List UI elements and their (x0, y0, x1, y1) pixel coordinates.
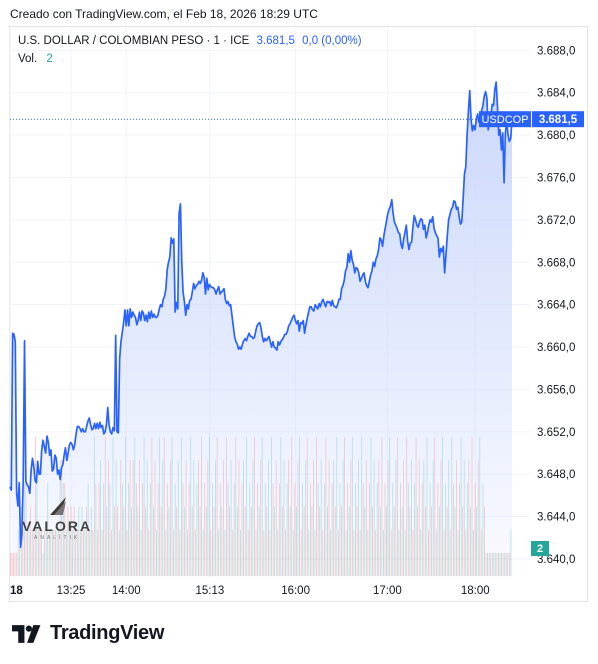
y-tick-label: 3.680,0 (537, 130, 575, 142)
x-tick-label: 16:00 (281, 585, 310, 597)
price-badge (532, 111, 584, 128)
ticker-badge (479, 111, 531, 128)
volume-label[interactable]: Vol. (18, 53, 38, 65)
valora-logo: VALORA ANALITIK (22, 497, 92, 541)
volume-value: 2 (46, 53, 53, 65)
watermark-text: VALORA (22, 518, 92, 534)
change-label: 0,0 (0,00%) (302, 35, 362, 47)
x-axis: 18 13:25 14:00 15:13 16:00 17:00 18:00 (10, 585, 490, 597)
chart-legend: U.S. DOLLAR / COLOMBIAN PESO · 1 · ICE 3… (18, 35, 362, 47)
x-tick-label: 18 (10, 585, 23, 597)
y-tick-label: 3.688,0 (537, 45, 575, 57)
y-tick-label: 3.652,0 (537, 427, 575, 439)
y-tick-label: 3.640,0 (537, 554, 575, 566)
y-tick-label: 3.644,0 (537, 512, 575, 524)
price-line (9, 81, 513, 549)
created-by-text: Creado con TradingView.com, el Feb 18, 2… (10, 7, 318, 21)
tradingview-brand-text: TradingView (50, 622, 165, 644)
x-tick-label: 13:25 (57, 585, 86, 597)
volume-badge-text: 2 (537, 543, 543, 555)
y-tick-label: 3.648,0 (537, 469, 575, 481)
volume-badge (531, 541, 549, 556)
ticker-badge-text: USDCOP (481, 114, 528, 126)
y-tick-label: 3.684,0 (537, 88, 575, 100)
watermark-sub: ANALITIK (34, 535, 80, 541)
x-tick-label: 15:13 (196, 585, 225, 597)
x-tick-label: 14:00 (112, 585, 141, 597)
x-tick-label: 18:00 (461, 585, 490, 597)
y-tick-label: 3.672,0 (537, 215, 575, 227)
tradingview-footer-logo[interactable]: TradingView (12, 622, 164, 645)
y-tick-label: 3.676,0 (537, 172, 575, 184)
y-tick-label: 3.664,0 (537, 300, 575, 312)
volume-legend: Vol. 2 (18, 53, 53, 65)
valora-watermark: VALORA ANALITIK (20, 495, 100, 546)
symbol-label[interactable]: U.S. DOLLAR / COLOMBIAN PESO · 1 · ICE (18, 35, 250, 47)
last-price-label: 3.681,5 (256, 35, 295, 47)
y-tick-label: 3.660,0 (537, 342, 575, 354)
tradingview-logo-icon (12, 624, 41, 643)
y-tick-label: 3.656,0 (537, 384, 575, 396)
y-axis: 3.688,0 3.684,0 3.680,0 3.676,0 3.672,0 3.668… (537, 45, 575, 566)
price-badge-text: 3.681,5 (539, 114, 578, 126)
y-tick-label: 3.668,0 (537, 257, 575, 269)
price-badges: USDCOP 3.681,5 2 (479, 111, 584, 556)
x-tick-label: 17:00 (373, 585, 402, 597)
